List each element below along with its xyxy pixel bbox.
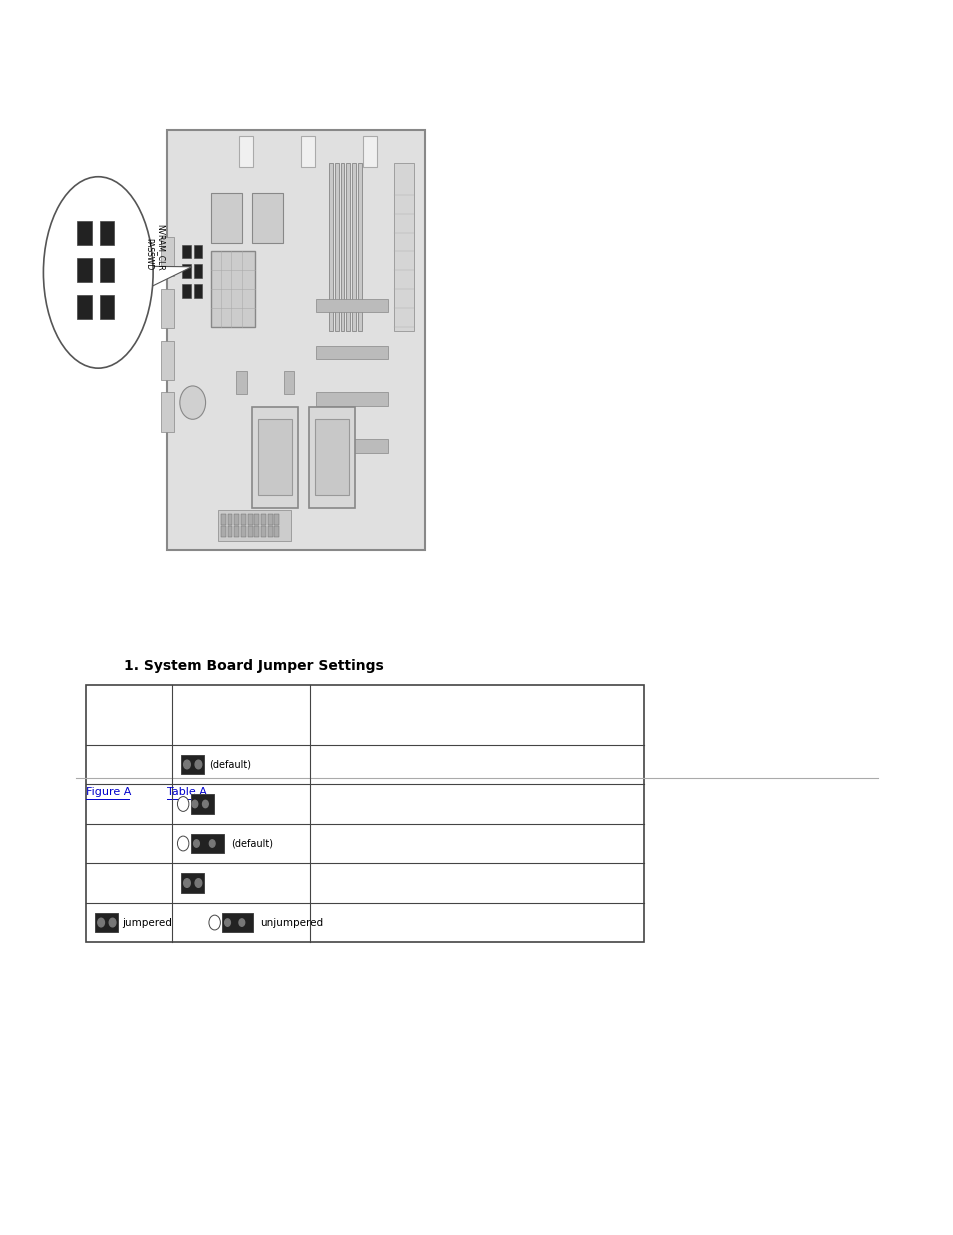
Circle shape bbox=[194, 760, 201, 768]
FancyBboxPatch shape bbox=[248, 526, 253, 537]
Circle shape bbox=[177, 797, 189, 811]
FancyBboxPatch shape bbox=[268, 526, 273, 537]
Circle shape bbox=[194, 879, 201, 888]
Text: (default): (default) bbox=[209, 760, 251, 769]
Text: NVRAM_CLR: NVRAM_CLR bbox=[156, 225, 165, 272]
Circle shape bbox=[193, 840, 199, 847]
FancyBboxPatch shape bbox=[316, 440, 388, 453]
Circle shape bbox=[177, 836, 189, 851]
Circle shape bbox=[238, 919, 244, 926]
FancyBboxPatch shape bbox=[241, 526, 246, 537]
FancyBboxPatch shape bbox=[394, 163, 414, 331]
Circle shape bbox=[209, 915, 220, 930]
FancyBboxPatch shape bbox=[254, 514, 259, 525]
FancyBboxPatch shape bbox=[218, 510, 291, 541]
FancyBboxPatch shape bbox=[329, 163, 333, 331]
FancyBboxPatch shape bbox=[316, 299, 388, 312]
Circle shape bbox=[225, 919, 230, 926]
FancyBboxPatch shape bbox=[363, 136, 376, 168]
FancyBboxPatch shape bbox=[167, 130, 424, 550]
Polygon shape bbox=[130, 267, 192, 298]
Text: Figure A: Figure A bbox=[86, 787, 132, 797]
FancyBboxPatch shape bbox=[193, 284, 202, 298]
FancyBboxPatch shape bbox=[284, 370, 294, 394]
FancyBboxPatch shape bbox=[268, 514, 273, 525]
Text: unjumpered: unjumpered bbox=[260, 918, 323, 927]
FancyBboxPatch shape bbox=[191, 794, 213, 814]
Circle shape bbox=[192, 800, 197, 808]
Circle shape bbox=[109, 919, 116, 927]
FancyBboxPatch shape bbox=[181, 755, 204, 774]
FancyBboxPatch shape bbox=[182, 264, 191, 278]
Circle shape bbox=[202, 800, 208, 808]
FancyBboxPatch shape bbox=[258, 420, 292, 495]
FancyBboxPatch shape bbox=[352, 163, 355, 331]
FancyBboxPatch shape bbox=[221, 514, 226, 525]
FancyBboxPatch shape bbox=[193, 245, 202, 258]
FancyBboxPatch shape bbox=[100, 221, 114, 246]
FancyBboxPatch shape bbox=[335, 163, 338, 331]
FancyBboxPatch shape bbox=[239, 136, 253, 168]
FancyBboxPatch shape bbox=[211, 193, 241, 243]
FancyBboxPatch shape bbox=[181, 873, 204, 893]
FancyBboxPatch shape bbox=[222, 913, 253, 932]
FancyBboxPatch shape bbox=[274, 514, 279, 525]
FancyBboxPatch shape bbox=[301, 136, 314, 168]
Text: (default): (default) bbox=[231, 839, 273, 848]
FancyBboxPatch shape bbox=[314, 420, 348, 495]
FancyBboxPatch shape bbox=[357, 163, 361, 331]
FancyBboxPatch shape bbox=[236, 370, 247, 394]
Text: PASSWD: PASSWD bbox=[144, 238, 152, 270]
Text: jumpered: jumpered bbox=[122, 918, 172, 927]
Circle shape bbox=[97, 919, 104, 927]
FancyBboxPatch shape bbox=[77, 221, 91, 246]
FancyBboxPatch shape bbox=[252, 193, 282, 243]
FancyBboxPatch shape bbox=[228, 526, 233, 537]
FancyBboxPatch shape bbox=[316, 346, 388, 359]
FancyBboxPatch shape bbox=[340, 163, 344, 331]
FancyBboxPatch shape bbox=[211, 252, 254, 327]
FancyBboxPatch shape bbox=[95, 913, 118, 932]
FancyBboxPatch shape bbox=[234, 526, 239, 537]
Circle shape bbox=[179, 385, 206, 419]
FancyBboxPatch shape bbox=[161, 289, 173, 329]
FancyBboxPatch shape bbox=[86, 685, 643, 942]
FancyBboxPatch shape bbox=[234, 514, 239, 525]
FancyBboxPatch shape bbox=[161, 393, 173, 432]
FancyBboxPatch shape bbox=[346, 163, 350, 331]
FancyBboxPatch shape bbox=[193, 264, 202, 278]
FancyBboxPatch shape bbox=[77, 295, 91, 320]
FancyBboxPatch shape bbox=[100, 258, 114, 283]
FancyBboxPatch shape bbox=[228, 514, 233, 525]
FancyBboxPatch shape bbox=[182, 284, 191, 298]
FancyBboxPatch shape bbox=[248, 514, 253, 525]
FancyBboxPatch shape bbox=[309, 406, 355, 508]
FancyBboxPatch shape bbox=[241, 514, 246, 525]
Text: Table A: Table A bbox=[167, 787, 213, 797]
FancyBboxPatch shape bbox=[274, 526, 279, 537]
Circle shape bbox=[209, 840, 214, 847]
FancyBboxPatch shape bbox=[100, 295, 114, 320]
FancyBboxPatch shape bbox=[191, 834, 224, 853]
FancyBboxPatch shape bbox=[182, 245, 191, 258]
FancyBboxPatch shape bbox=[77, 258, 91, 283]
Text: 1. System Board Jumper Settings: 1. System Board Jumper Settings bbox=[124, 659, 383, 673]
FancyBboxPatch shape bbox=[261, 526, 266, 537]
FancyBboxPatch shape bbox=[254, 526, 259, 537]
FancyBboxPatch shape bbox=[252, 406, 298, 508]
FancyBboxPatch shape bbox=[221, 526, 226, 537]
Circle shape bbox=[183, 879, 190, 888]
FancyBboxPatch shape bbox=[316, 393, 388, 406]
Circle shape bbox=[183, 760, 190, 768]
FancyBboxPatch shape bbox=[261, 514, 266, 525]
FancyBboxPatch shape bbox=[161, 341, 173, 380]
Ellipse shape bbox=[44, 177, 152, 368]
FancyBboxPatch shape bbox=[161, 237, 173, 277]
